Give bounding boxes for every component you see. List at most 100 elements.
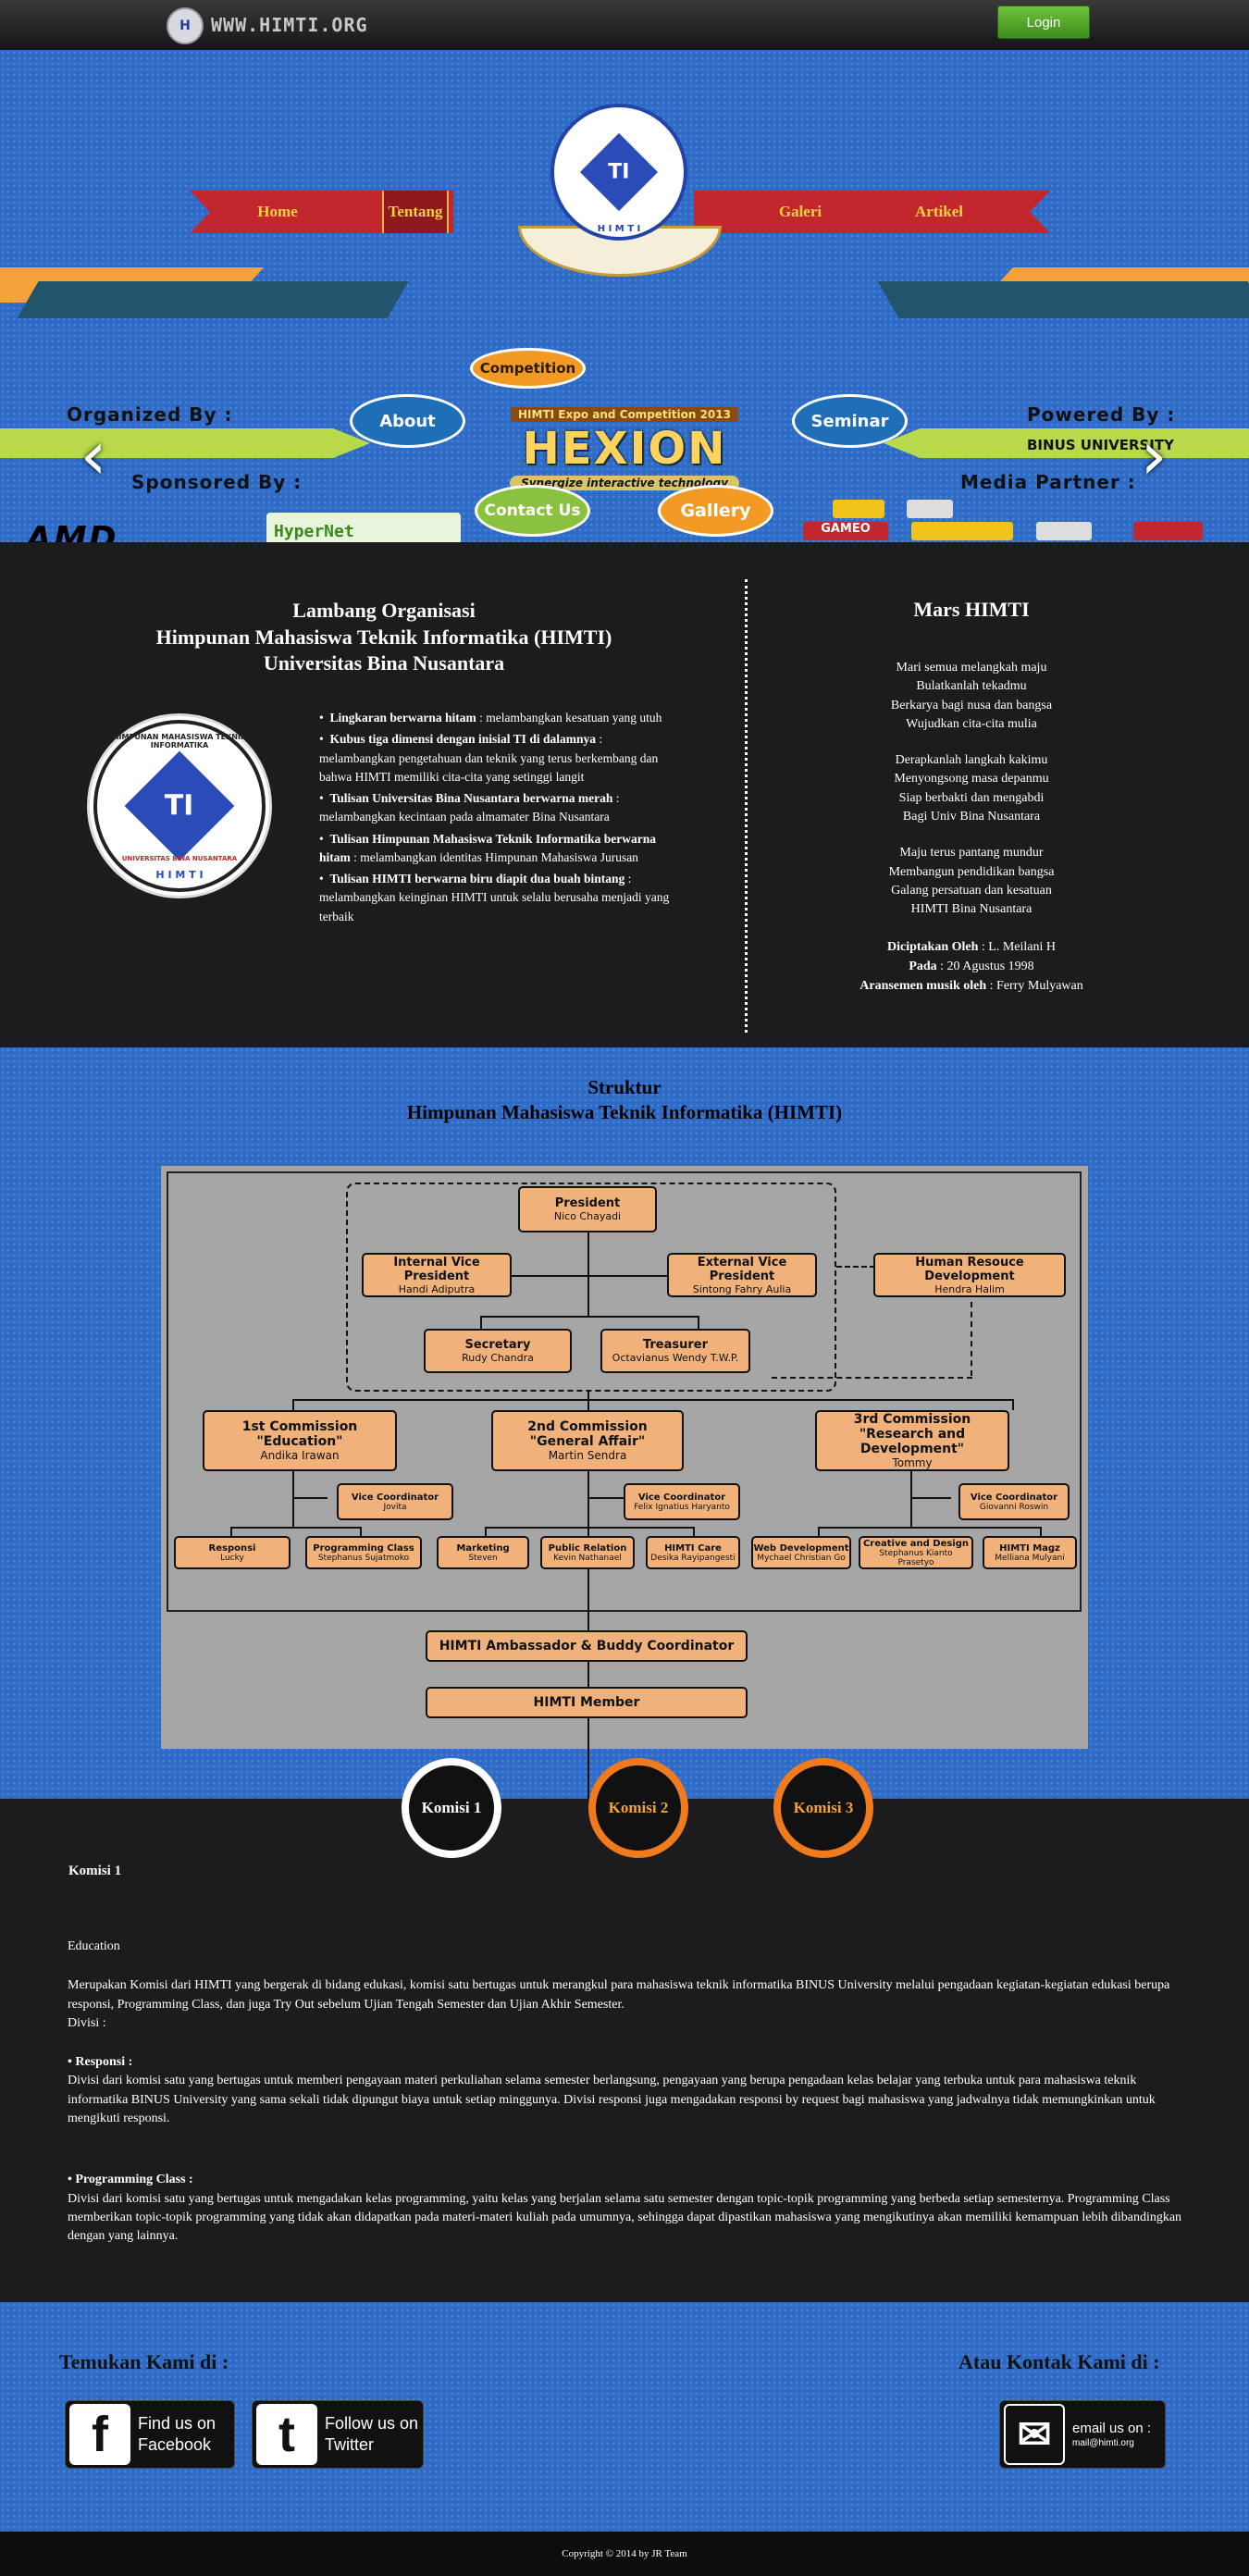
connector xyxy=(292,1497,328,1499)
lyric-line: Siap berbakti dan mengabdi xyxy=(898,790,1045,805)
competition-button[interactable]: Competition xyxy=(470,348,586,389)
connector xyxy=(587,1497,624,1499)
label-line: email us on : xyxy=(1072,2420,1152,2436)
media-partner-label: Media Partner : xyxy=(960,471,1136,493)
komisi-content: Education Merupakan Komisi dari HIMTI ya… xyxy=(68,1938,1182,2247)
contact-us-button[interactable]: Contact Us xyxy=(475,485,590,537)
org-node-treasurer: Treasurer Octavianus Wendy T.W.P. xyxy=(600,1329,750,1373)
connector xyxy=(818,1527,820,1536)
contact-us-heading: Atau Kontak Kami di : xyxy=(958,2350,1160,2373)
node-name: Martin Sendra xyxy=(548,1449,627,1462)
email-button[interactable]: ✉ email us on : mail@himti.org xyxy=(999,2400,1166,2469)
item-term: Tulisan Universitas Bina Nusantara berwa… xyxy=(329,791,613,805)
site-url[interactable]: WWW.HIMTI.ORG xyxy=(211,14,368,36)
connector xyxy=(360,1527,362,1536)
nav-tentang[interactable]: Tentang xyxy=(382,191,449,233)
media-partner-logo: GAMEO xyxy=(803,522,888,540)
struktur-section: Struktur Himpunan Mahasiswa Teknik Infor… xyxy=(0,1047,1249,1882)
node-name: Stephanus Kianto Prasetyo xyxy=(879,1548,953,1567)
lyric-line: Bulatkanlah tekadmu xyxy=(916,679,1027,694)
label-line: Find us on xyxy=(138,2413,216,2433)
tab-komisi-3[interactable]: Komisi 3 xyxy=(773,1758,873,1858)
credit-label: Diciptakan Oleh xyxy=(886,939,979,954)
connector xyxy=(1040,1527,1042,1536)
hexion-title: HEXION xyxy=(522,423,727,475)
slider-prev-icon[interactable]: ‹ xyxy=(80,416,107,494)
nav-artikel[interactable]: Artikel xyxy=(915,203,963,220)
lyric-line: Bagi Univ Bina Nusantara xyxy=(902,810,1041,824)
org-node-vice-coordinator-1: Vice Coordinator Jovita xyxy=(337,1483,453,1520)
credit-value: : L. Meilani H xyxy=(978,939,1056,954)
executive-box xyxy=(346,1183,836,1392)
node-name: Desika Rayipangesti xyxy=(650,1553,736,1563)
org-node-commission-1: 1st Commission "Education" Andika Irawan xyxy=(203,1410,397,1471)
lyric-line: Mari semua melangkah maju xyxy=(896,661,1047,675)
node-name: Nico Chayadi xyxy=(553,1210,622,1222)
seminar-button[interactable]: Seminar xyxy=(792,394,908,448)
org-node-external-vp: External Vice President Sintong Fahry Aul… xyxy=(667,1253,817,1297)
lambang-section: Lambang Organisasi Himpunan Mahasiswa Te… xyxy=(0,542,1249,1047)
org-node-programming-class: Programming Class Stephanus Sujatmoko xyxy=(305,1536,422,1569)
about-button[interactable]: About xyxy=(350,394,465,448)
mars-stanza: Derapkanlah langkah kakimu Menyongsong m… xyxy=(777,751,1166,826)
twitter-icon: t xyxy=(256,2404,317,2465)
credit-value: : 20 Agustus 1998 xyxy=(936,959,1034,973)
facebook-icon: f xyxy=(69,2404,130,2465)
komisi-subtitle: Education xyxy=(68,1939,120,1953)
struktur-heading: Struktur Himpunan Mahasiswa Teknik Infor… xyxy=(0,1075,1249,1126)
mail-icon: ✉ xyxy=(1004,2404,1065,2465)
node-role: Marketing xyxy=(456,1542,510,1554)
node-name: Andika Irawan xyxy=(260,1449,340,1462)
nav-home[interactable]: Home xyxy=(257,203,298,220)
facebook-button[interactable]: f Find us on Facebook xyxy=(65,2400,235,2469)
lyric-line: Derapkanlah langkah kakimu xyxy=(895,753,1048,768)
media-partner-logo xyxy=(1133,522,1203,540)
login-button[interactable]: Login xyxy=(997,6,1090,39)
nav-ribbon-right xyxy=(694,191,1050,233)
cube-icon: TI xyxy=(579,132,659,212)
gallery-button[interactable]: Gallery xyxy=(658,485,773,537)
node-role: Vice Coordinator xyxy=(970,1492,1058,1503)
node-name: Steven xyxy=(468,1553,498,1563)
slider-next-icon[interactable]: › xyxy=(1140,416,1168,494)
himti-emblem[interactable]: TI xyxy=(550,104,687,241)
node-role: President xyxy=(554,1196,621,1210)
org-node-himti-care: HIMTI Care Desika Rayipangesti xyxy=(646,1536,740,1569)
site-logo-icon[interactable]: H xyxy=(167,7,204,44)
hexion-logo: HIMTI Expo and Competition 2013 HEXION S… xyxy=(490,406,759,490)
lambang-heading: Lambang Organisasi Himpunan Mahasiswa Te… xyxy=(56,598,712,677)
emblem-label: H I M T I xyxy=(597,224,641,234)
node-name: Hendra Halim xyxy=(934,1282,1005,1295)
tab-komisi-1[interactable]: Komisi 1 xyxy=(402,1758,501,1858)
item-text: : melambangkan kesatuan yang utuh xyxy=(476,711,662,724)
org-chart: President Nico Chayadi Internal Vice Pres… xyxy=(161,1166,1088,1882)
tab-komisi-2[interactable]: Komisi 2 xyxy=(588,1758,688,1858)
cube-icon: TI xyxy=(124,750,235,861)
hypernet-logo: HyperNet xyxy=(266,513,461,542)
organized-by-label: Organized By : xyxy=(67,403,233,426)
nav-galeri[interactable]: Galeri xyxy=(778,203,822,220)
node-name: Felix Ignatius Haryanto xyxy=(634,1502,730,1512)
spacer xyxy=(68,2033,1182,2053)
list-item: • Kubus tiga dimensi dengan inisial TI d… xyxy=(319,732,659,784)
section-divider xyxy=(745,579,748,1033)
footer-contact: Temukan Kami di : Atau Kontak Kami di : … xyxy=(0,2302,1249,2532)
connector xyxy=(910,1471,912,1527)
node-name: Rudy Chandra xyxy=(462,1352,534,1364)
connector xyxy=(292,1399,294,1410)
lambang-description-list: • Lingkaran berwarna hitam : melambangka… xyxy=(319,709,680,929)
credit-label: Aransemen musik oleh xyxy=(859,978,987,993)
heading-line: Himpunan Mahasiswa Teknik Informatika (H… xyxy=(406,1101,843,1124)
node-name: Tommy xyxy=(892,1456,933,1469)
twitter-button[interactable]: t Follow us on Twitter xyxy=(252,2400,424,2469)
org-node-member: HIMTI Member xyxy=(426,1687,748,1718)
decor-arrow-right xyxy=(884,428,1249,458)
lyric-line: Galang persatuan dan kesatuan xyxy=(891,883,1052,898)
node-role: Responsi xyxy=(208,1542,256,1554)
logo-ring: HIMPUNAN MAHASISWA TEKNIK INFORMATIKA TI… xyxy=(93,720,266,892)
logo-mark: TI xyxy=(165,789,194,823)
org-node-responsi: Responsi Lucky xyxy=(174,1536,291,1569)
item-term: Tulisan Himpunan Mahasiswa Teknik Inform… xyxy=(319,831,656,864)
media-partner-logo xyxy=(907,500,953,518)
node-name: Stephanus Sujatmoko xyxy=(317,1553,410,1563)
